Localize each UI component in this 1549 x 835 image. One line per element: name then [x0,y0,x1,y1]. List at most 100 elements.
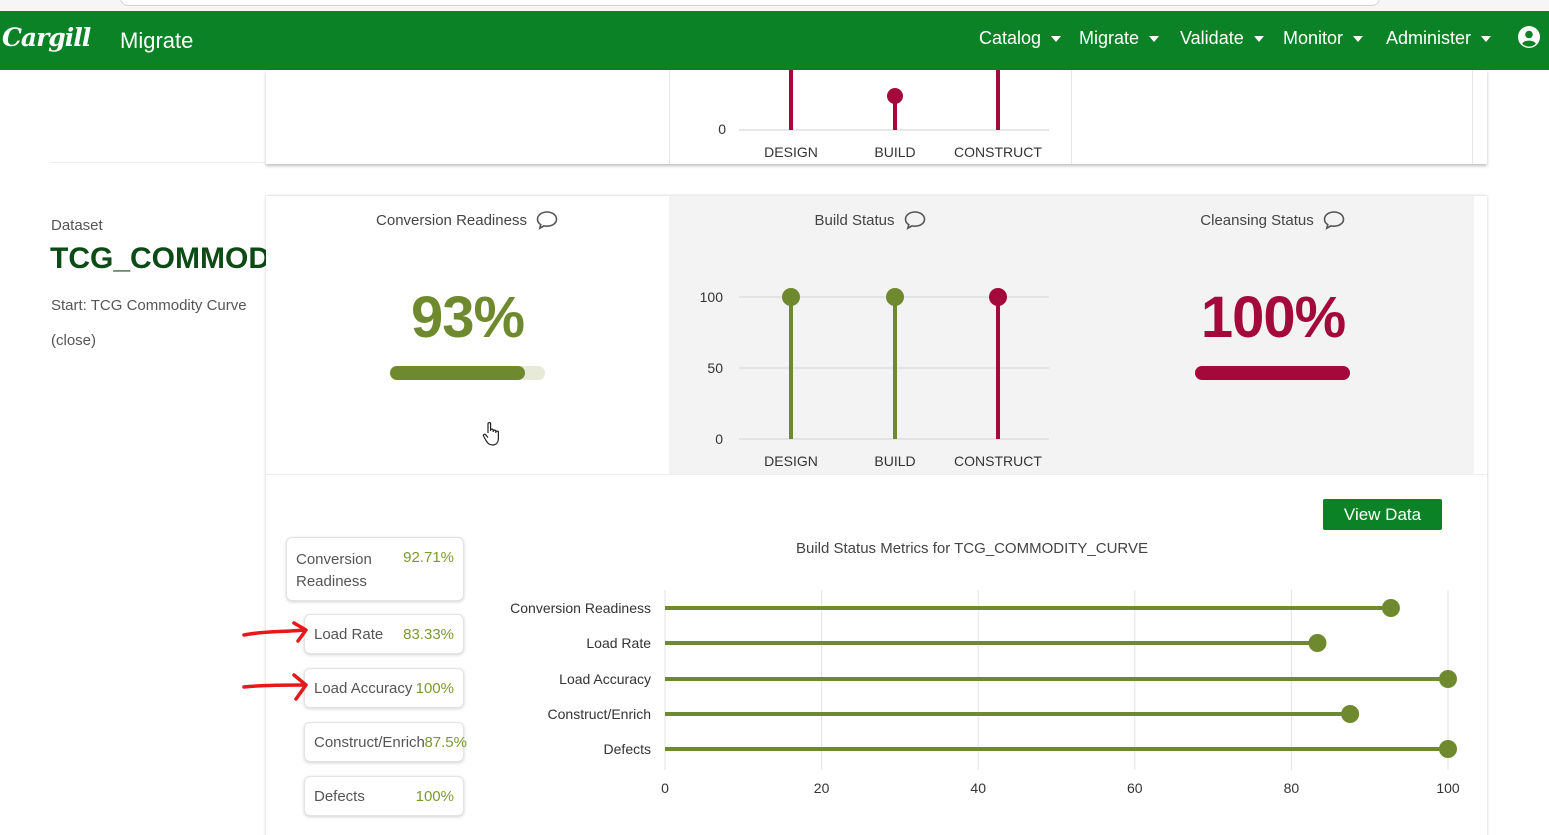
caret-down-icon [1353,35,1364,42]
menu-monitor[interactable]: Monitor [1283,28,1364,49]
x-tick-label: CONSTRUCT [954,144,1042,160]
cleansing-status-progress [1195,366,1350,380]
hand-cursor-icon [482,422,499,446]
lollipop-dot [989,288,1007,306]
menu-label: Catalog [979,28,1042,48]
metric-value: 100% [415,680,454,697]
divider [1071,70,1072,164]
lollipop-marks [665,599,1457,758]
conversion-readiness-title: Conversion Readiness [376,211,527,229]
caret-down-icon [1481,35,1492,42]
comment-icon[interactable] [535,210,559,230]
x-tick-label: BUILD [874,453,915,469]
close-link[interactable]: (close) [51,332,97,349]
cleansing-status-title: Cleansing Status [1200,211,1314,229]
lollipop-dot [886,288,904,306]
brand-logo[interactable]: Cargill [2,23,91,52]
lollipop-dot [1308,634,1327,652]
dataset-label: Dataset [51,217,103,234]
conversion-readiness-progress [390,366,545,380]
metric-label: Load Accuracy [314,680,413,697]
comment-icon[interactable] [903,210,927,230]
x-tick-label: DESIGN [764,144,818,160]
x-tick-label: 80 [1284,780,1300,796]
menu-label: Administer [1386,28,1472,48]
menu-catalog[interactable]: Catalog [979,28,1062,49]
x-tick-label: DESIGN [764,453,818,469]
divider [1472,70,1473,164]
lollipop-dot [1439,740,1457,758]
caret-down-icon [1253,35,1264,42]
divider [669,70,670,164]
build-status-panel: Build Status 100 50 0 DESIGN BUILD CONST… [669,196,1072,474]
menu-label: Monitor [1283,28,1344,48]
metric-value: 100% [415,788,454,805]
y-axis-labels: Conversion Readiness Load Rate Load Accu… [510,600,651,757]
cleansing-status-panel: Cleansing Status 100% [1072,196,1474,474]
y-tick-label: 0 [715,431,723,447]
lollipop-dot [1341,705,1360,723]
caret-down-icon [1149,35,1160,42]
top-build-status-chart: 0 DESIGN BUILD CONSTRUCT [718,70,1049,160]
app-title[interactable]: Migrate [120,28,194,53]
metric-value: 83.33% [403,626,454,643]
comment-icon[interactable] [1322,210,1346,230]
x-axis-labels: 0 20 40 60 80 100 [661,780,1460,796]
metric-card-defects[interactable]: Defects 100% [304,776,464,816]
menu-validate[interactable]: Validate [1180,28,1264,49]
metric-value: 87.5% [424,734,467,751]
menu-administer[interactable]: Administer [1386,28,1492,49]
x-tick-label: CONSTRUCT [954,453,1042,469]
lollipop-dot [1439,670,1457,688]
panel-title: Cleansing Status [1072,210,1474,230]
y-tick-label: 0 [718,121,726,137]
lollipop-marks [782,288,1007,439]
build-status-chart: 100 50 0 DESIGN BUILD CONSTRUCT [700,288,1049,469]
lollipop-dot [1381,599,1400,617]
navbar: Cargill Migrate Catalog Migrate Validate… [0,11,1549,70]
lollipop-dot [782,288,800,306]
cleansing-status-value: 100% [1200,285,1346,350]
y-tick-label: Construct/Enrich [548,706,651,722]
menu-label: Migrate [1079,28,1140,48]
panel-title: Conversion Readiness [266,210,669,230]
metric-label: Construct/Enrich [314,734,425,751]
previous-dataset-card: 0 DESIGN BUILD CONSTRUCT [266,70,1487,164]
user-circle-icon[interactable] [1518,26,1540,48]
y-tick-label: Load Rate [586,635,651,651]
conversion-readiness-value: 93% [410,285,525,350]
metric-card-load-rate[interactable]: Load Rate 83.33% [304,614,464,654]
divider [266,474,1487,475]
build-status-metrics-chart: Conversion Readiness Load Rate Load Accu… [510,590,1460,796]
metric-label: Conversion Readiness [296,551,372,590]
metric-card-conversion-readiness[interactable]: Conversion Readiness 92.71% [286,537,464,601]
progress-fill [1195,366,1350,380]
build-status-title: Build Status [814,211,895,229]
x-tick-label: 100 [1436,780,1460,796]
y-tick-label: Conversion Readiness [510,600,651,616]
y-tick-label: 50 [707,360,723,376]
red-arrow-icon [242,621,308,643]
x-tick-label: 60 [1127,780,1143,796]
divider [50,162,265,163]
caret-down-icon [1051,35,1062,42]
menu-label: Validate [1180,28,1244,48]
annotation-arrows [242,621,308,701]
browser-top-strip [0,0,1549,11]
dataset-name: TCG_COMMODITY_CURVE [50,242,267,275]
metric-label: Load Rate [314,626,384,643]
view-data-button[interactable]: View Data [1323,499,1442,530]
metric-card-load-accuracy[interactable]: Load Accuracy 100% [304,668,464,708]
x-tick-label: 20 [814,780,830,796]
red-arrow-icon [242,673,308,701]
metrics-chart-title: Build Status Metrics for TCG_COMMODITY_C… [795,540,1149,557]
menu-migrate[interactable]: Migrate [1079,28,1160,49]
build-dot [887,88,903,104]
metric-card-construct-enrich[interactable]: Construct/Enrich 87.5% [304,722,467,762]
address-bar [120,0,1380,6]
y-tick-label: Load Accuracy [559,671,651,687]
x-tick-label: 40 [970,780,986,796]
y-tick-label: 100 [700,289,724,305]
metric-label: Defects [314,788,365,805]
x-tick-label: 0 [661,780,669,796]
